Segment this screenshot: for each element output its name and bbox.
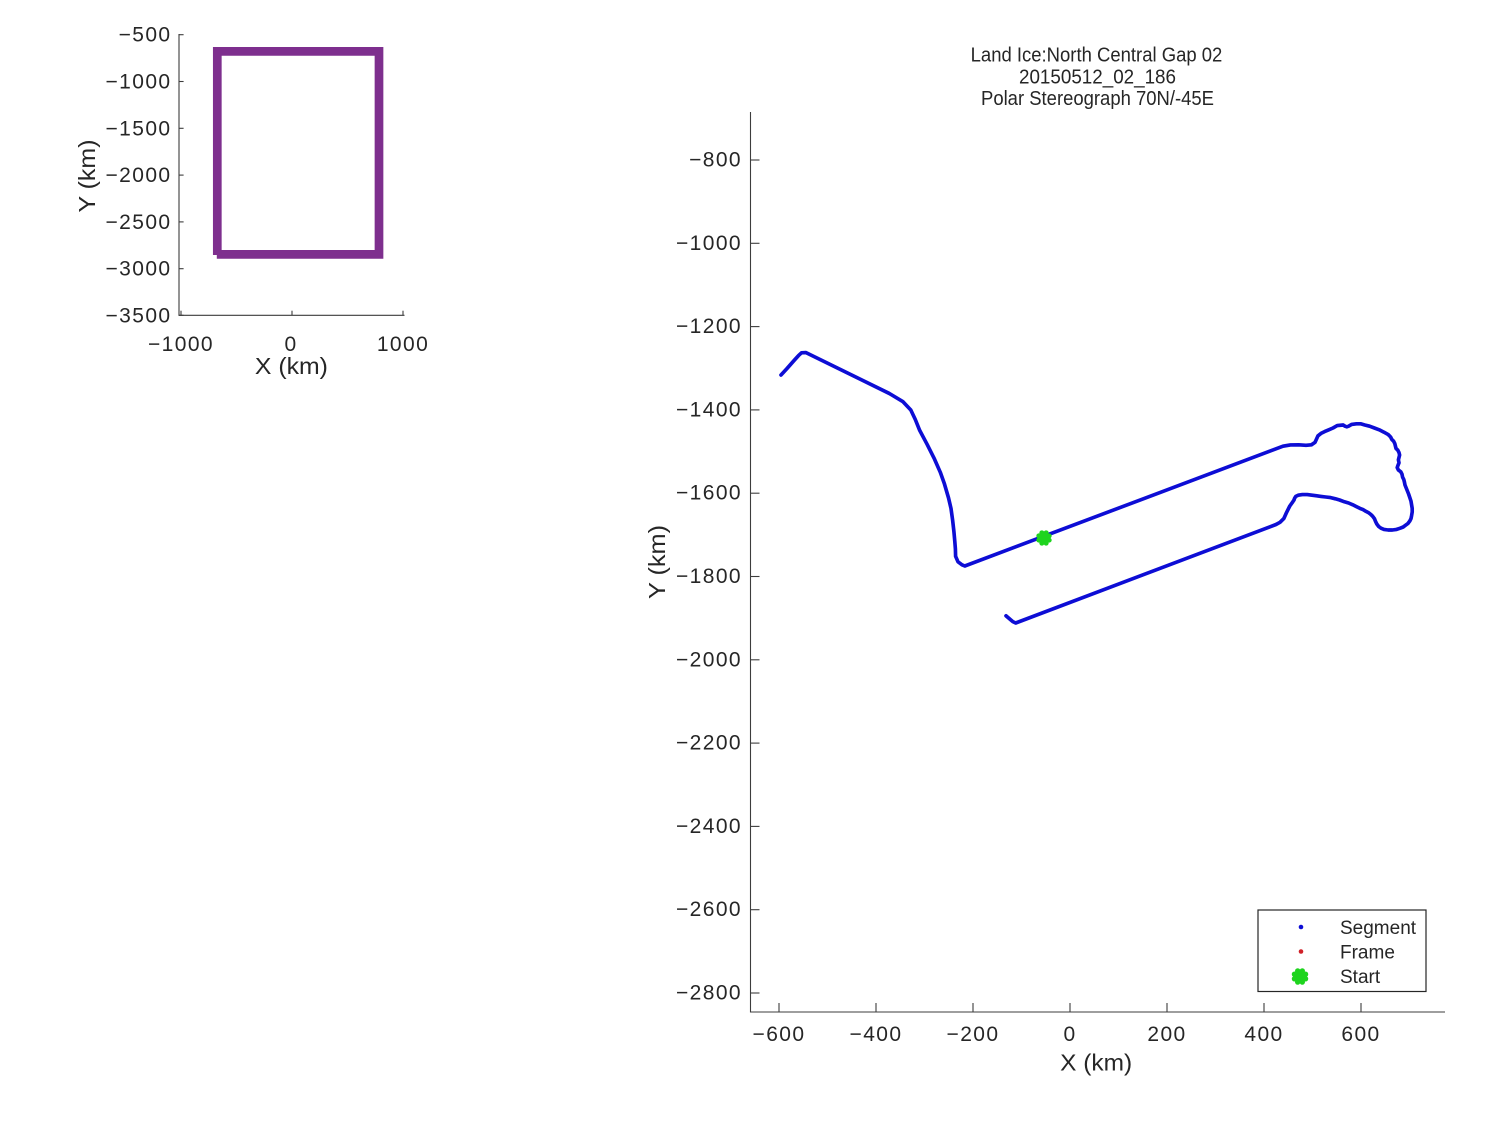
svg-text:−3500: −3500 <box>106 304 172 327</box>
svg-text:200: 200 <box>1147 1023 1186 1046</box>
svg-text:X (km): X (km) <box>255 353 328 379</box>
svg-text:−1000: −1000 <box>148 333 214 356</box>
svg-text:−1400: −1400 <box>676 398 742 421</box>
svg-text:−500: −500 <box>119 24 172 47</box>
svg-text:Start: Start <box>1340 967 1381 988</box>
svg-text:X (km): X (km) <box>1060 1050 1132 1076</box>
svg-text:−1500: −1500 <box>106 117 172 140</box>
svg-text:600: 600 <box>1341 1023 1380 1046</box>
svg-text:1000: 1000 <box>377 333 429 356</box>
svg-text:−1800: −1800 <box>676 565 742 588</box>
svg-text:−200: −200 <box>947 1023 1000 1046</box>
svg-text:0: 0 <box>1063 1023 1076 1046</box>
svg-text:Land Ice:North Central Gap 02: Land Ice:North Central Gap 02 <box>971 45 1223 67</box>
svg-text:−1000: −1000 <box>676 232 742 255</box>
svg-text:−2000: −2000 <box>106 164 172 187</box>
svg-text:−1000: −1000 <box>106 71 172 94</box>
svg-text:Frame: Frame <box>1340 942 1395 963</box>
svg-text:0: 0 <box>284 333 297 356</box>
svg-text:−2000: −2000 <box>676 648 742 671</box>
svg-text:400: 400 <box>1244 1023 1283 1046</box>
svg-text:−2600: −2600 <box>676 898 742 921</box>
svg-text:−600: −600 <box>753 1023 806 1046</box>
svg-text:Polar Stereograph 70N/-45E: Polar Stereograph 70N/-45E <box>981 88 1214 110</box>
svg-text:−1200: −1200 <box>676 315 742 338</box>
svg-text:20150512_02_186: 20150512_02_186 <box>1019 66 1176 88</box>
svg-text:−3000: −3000 <box>106 258 172 281</box>
svg-text:−2500: −2500 <box>106 211 172 234</box>
svg-text:−2400: −2400 <box>676 815 742 838</box>
svg-text:−400: −400 <box>850 1023 903 1046</box>
svg-text:Y (km): Y (km) <box>74 140 100 213</box>
svg-text:−1600: −1600 <box>676 482 742 505</box>
svg-text:−2800: −2800 <box>676 982 742 1005</box>
svg-text:−800: −800 <box>689 149 742 172</box>
svg-text:Segment: Segment <box>1340 918 1417 939</box>
svg-text:Y (km): Y (km) <box>644 525 670 599</box>
svg-text:−2200: −2200 <box>676 732 742 755</box>
